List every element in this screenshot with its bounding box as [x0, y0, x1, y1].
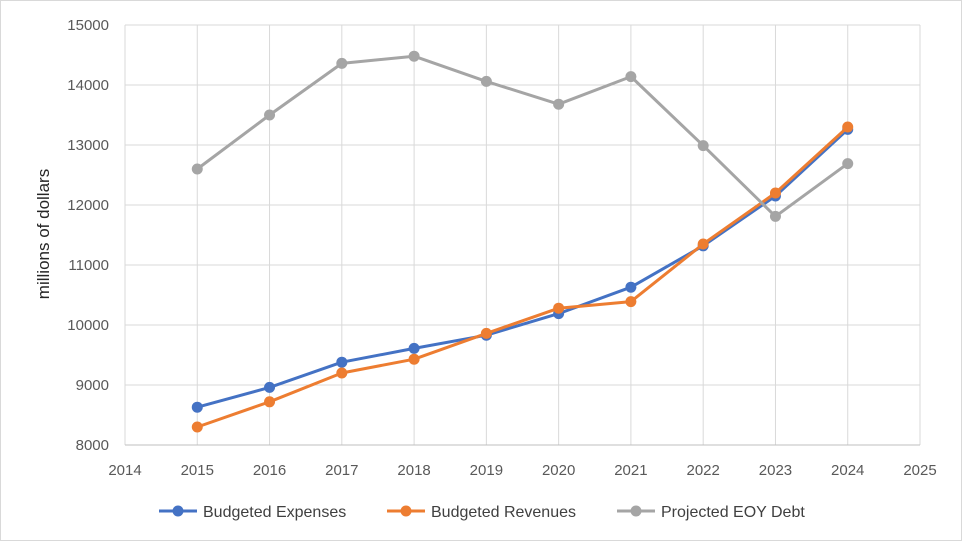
x-tick-label: 2017	[325, 462, 358, 479]
data-point	[842, 121, 854, 133]
y-tick-label: 11000	[68, 257, 109, 274]
x-tick-label: 2023	[759, 462, 792, 479]
data-point	[264, 109, 276, 121]
data-point	[191, 163, 203, 175]
legend: Budgeted Expenses Budgeted Revenues Projec…	[159, 504, 805, 521]
data-point	[408, 353, 420, 365]
legend-label: Budgeted Expenses	[203, 504, 346, 521]
series-budgeted-revenues	[191, 121, 854, 433]
data-point	[191, 401, 203, 413]
data-point	[408, 50, 420, 62]
legend-item: Budgeted Expenses	[159, 504, 346, 521]
data-point	[769, 210, 781, 222]
y-tick-label: 13000	[67, 137, 109, 154]
x-tick-label: 2015	[181, 462, 214, 479]
data-point	[264, 381, 276, 393]
data-point	[842, 158, 854, 170]
x-tick-label: 2016	[253, 462, 286, 479]
x-tick-label: 2022	[686, 462, 719, 479]
legend-label: Projected EOY Debt	[661, 504, 805, 521]
data-point	[336, 367, 348, 379]
data-point	[697, 140, 709, 152]
series-line	[195, 54, 850, 218]
x-tick-label: 2014	[108, 462, 141, 479]
data-point	[553, 302, 565, 314]
data-point	[625, 296, 637, 308]
data-point	[553, 98, 565, 110]
legend-item: Budgeted Revenues	[387, 504, 576, 521]
y-tick-label: 15000	[67, 17, 109, 34]
data-point	[480, 327, 492, 339]
data-point	[336, 356, 348, 368]
series-projected-eoy-debt	[191, 50, 854, 222]
x-tick-label: 2018	[397, 462, 430, 479]
data-point	[697, 238, 709, 250]
legend-label: Budgeted Revenues	[431, 504, 576, 521]
y-tick-label: 14000	[67, 77, 109, 94]
data-point	[264, 396, 276, 408]
legend-item: Projected EOY Debt	[617, 504, 805, 521]
data-point	[769, 187, 781, 199]
y-axis-tick-labels: 8000 9000 10000 11000 12000 13000 14000 15000	[67, 17, 109, 454]
x-axis-tick-labels: 2014 2015 2016 2017 2018 2019 2020 2021 2022 2023…	[108, 462, 936, 479]
series-line	[195, 127, 850, 409]
gridlines	[124, 24, 921, 446]
legend-swatch-marker	[172, 505, 184, 517]
x-tick-label: 2024	[831, 462, 864, 479]
legend-swatch-marker	[630, 505, 642, 517]
data-point	[480, 75, 492, 87]
y-tick-label: 12000	[67, 197, 109, 214]
y-tick-label: 10000	[67, 317, 109, 334]
y-axis-title: millions of dollars	[34, 169, 53, 299]
series-budgeted-expenses	[191, 123, 854, 413]
data-point	[625, 71, 637, 83]
data-point	[336, 57, 348, 69]
legend-swatch-marker	[400, 505, 412, 517]
x-tick-label: 2025	[903, 462, 936, 479]
y-tick-label: 8000	[76, 437, 109, 454]
series-lines	[191, 50, 854, 433]
x-tick-label: 2021	[614, 462, 647, 479]
data-point	[191, 421, 203, 433]
data-point	[625, 281, 637, 293]
x-tick-label: 2019	[470, 462, 503, 479]
data-point	[408, 342, 420, 354]
x-tick-label: 2020	[542, 462, 575, 479]
series-line	[195, 125, 850, 429]
y-tick-label: 9000	[76, 377, 109, 394]
